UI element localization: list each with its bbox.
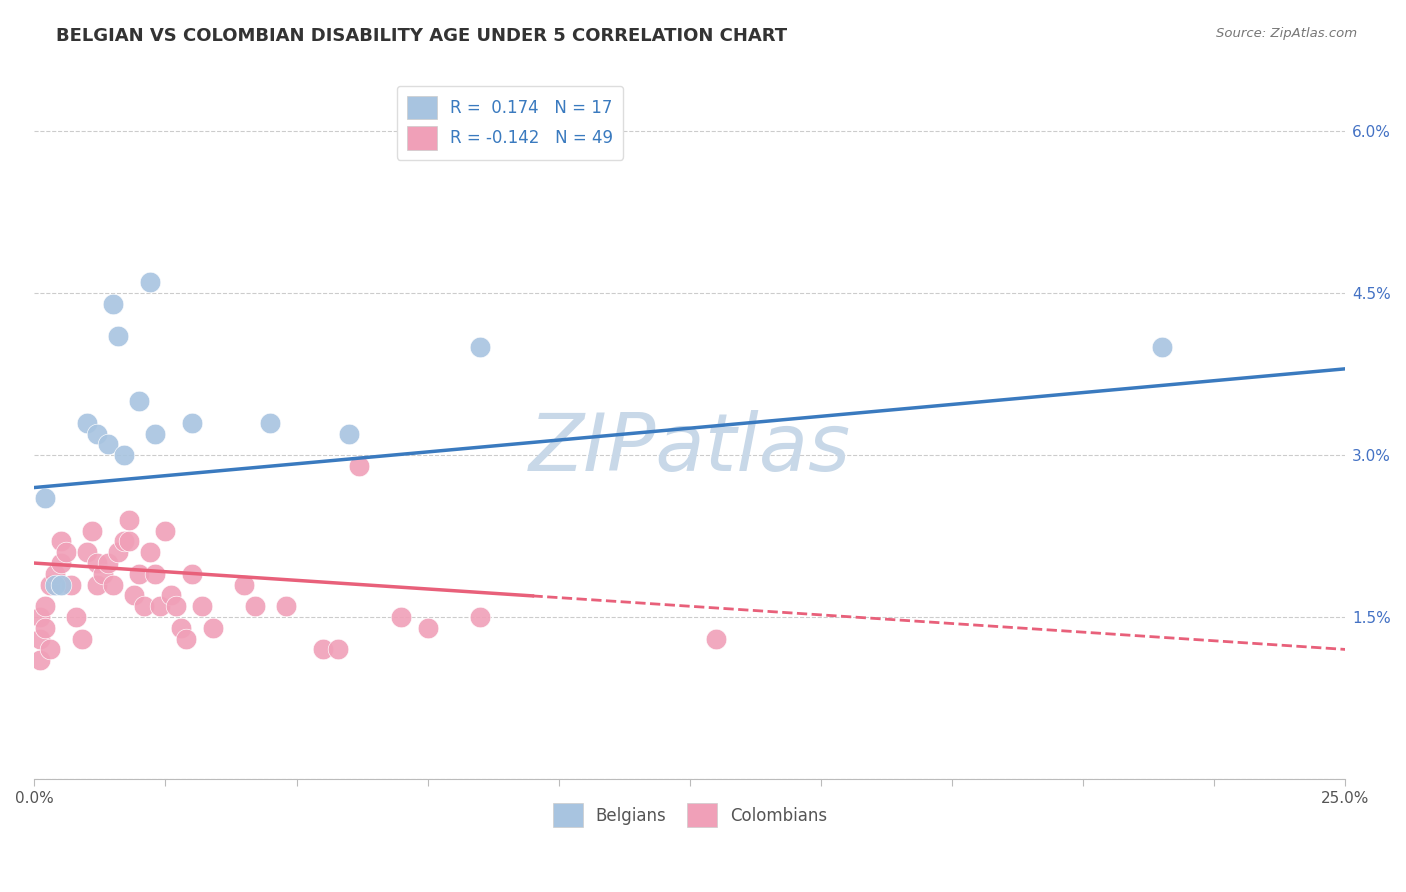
Point — [34, 599, 56, 614]
Point — [112, 534, 135, 549]
Point — [118, 513, 141, 527]
Point — [180, 416, 202, 430]
Point — [337, 426, 360, 441]
Point — [49, 534, 72, 549]
Point — [138, 276, 160, 290]
Point — [86, 426, 108, 441]
Point — [312, 642, 335, 657]
Point — [180, 566, 202, 581]
Point — [34, 491, 56, 506]
Point — [149, 599, 172, 614]
Point — [468, 340, 491, 354]
Point — [176, 632, 198, 646]
Text: BELGIAN VS COLOMBIAN DISABILITY AGE UNDER 5 CORRELATION CHART: BELGIAN VS COLOMBIAN DISABILITY AGE UNDE… — [56, 27, 787, 45]
Point — [97, 556, 120, 570]
Point — [28, 653, 51, 667]
Point — [328, 642, 350, 657]
Point — [55, 545, 77, 559]
Point — [76, 416, 98, 430]
Point — [28, 632, 51, 646]
Point — [49, 556, 72, 570]
Point — [70, 632, 93, 646]
Point — [259, 416, 281, 430]
Point — [65, 610, 87, 624]
Point — [349, 458, 371, 473]
Point — [76, 545, 98, 559]
Point — [165, 599, 187, 614]
Point — [107, 329, 129, 343]
Text: ZIPatlas: ZIPatlas — [529, 410, 851, 488]
Point — [233, 577, 256, 591]
Point — [86, 577, 108, 591]
Point — [159, 589, 181, 603]
Point — [389, 610, 412, 624]
Text: Source: ZipAtlas.com: Source: ZipAtlas.com — [1216, 27, 1357, 40]
Point — [112, 448, 135, 462]
Point — [128, 394, 150, 409]
Point — [107, 545, 129, 559]
Point — [143, 566, 166, 581]
Point — [39, 577, 62, 591]
Point — [60, 577, 83, 591]
Point — [122, 589, 145, 603]
Point — [416, 621, 439, 635]
Point — [468, 610, 491, 624]
Point — [274, 599, 297, 614]
Point — [49, 577, 72, 591]
Point — [1150, 340, 1173, 354]
Point — [143, 426, 166, 441]
Point — [101, 577, 124, 591]
Point — [39, 642, 62, 657]
Point — [155, 524, 177, 538]
Point — [704, 632, 727, 646]
Point — [138, 545, 160, 559]
Point — [91, 566, 114, 581]
Point — [118, 534, 141, 549]
Point — [101, 297, 124, 311]
Point — [34, 621, 56, 635]
Point — [97, 437, 120, 451]
Point — [44, 577, 66, 591]
Point — [170, 621, 193, 635]
Point — [44, 566, 66, 581]
Point — [134, 599, 156, 614]
Point — [80, 524, 103, 538]
Point — [201, 621, 224, 635]
Point — [28, 610, 51, 624]
Legend: Belgians, Colombians: Belgians, Colombians — [546, 797, 834, 834]
Point — [191, 599, 214, 614]
Point — [243, 599, 266, 614]
Point — [128, 566, 150, 581]
Point — [86, 556, 108, 570]
